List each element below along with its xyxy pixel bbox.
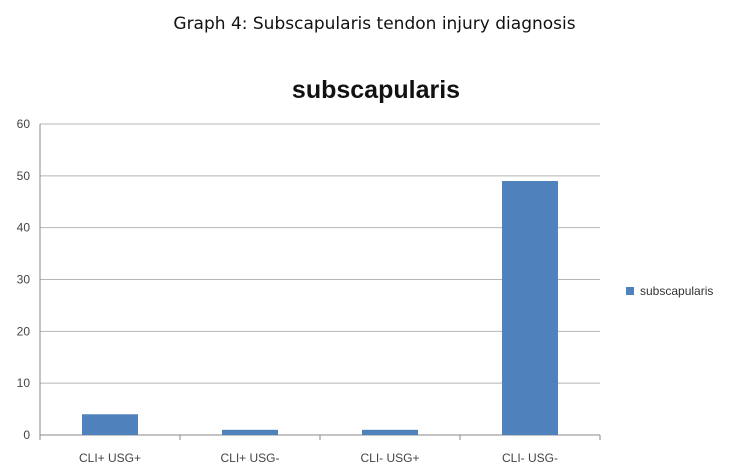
y-tick-label: 10: [17, 376, 31, 390]
legend-swatch: [626, 287, 634, 295]
y-tick-label: 60: [17, 117, 31, 131]
chart-title: subscapularis: [292, 76, 460, 104]
x-tick-label: CLI+ USG+: [79, 451, 141, 465]
bar: [502, 181, 558, 435]
y-tick-label: 30: [17, 273, 31, 287]
y-tick-label: 20: [17, 324, 31, 338]
x-tick-label: CLI+ USG-: [220, 451, 279, 465]
x-tick-label: CLI- USG-: [502, 451, 558, 465]
y-tick-label: 40: [17, 221, 31, 235]
y-tick-label: 0: [23, 428, 30, 442]
figure-caption: Graph 4: Subscapularis tendon injury dia…: [173, 14, 576, 34]
bar: [362, 429, 418, 435]
bar: [82, 414, 138, 435]
x-tick-label: CLI- USG+: [360, 451, 419, 465]
y-tick-label: 50: [17, 169, 31, 183]
legend-label: subscapularis: [640, 284, 713, 298]
bar: [222, 429, 278, 435]
